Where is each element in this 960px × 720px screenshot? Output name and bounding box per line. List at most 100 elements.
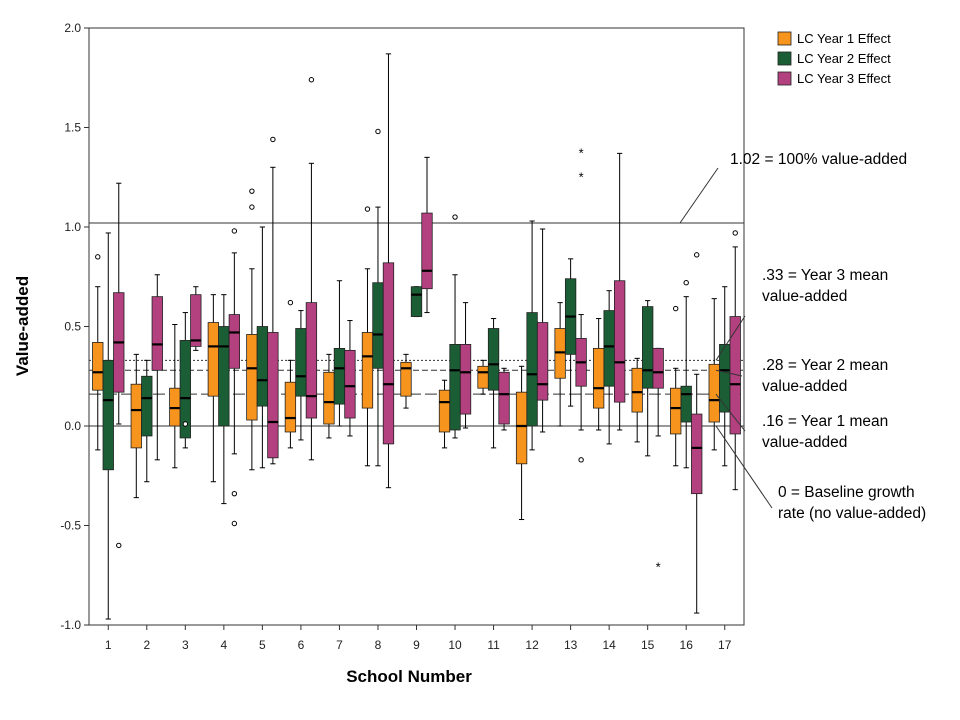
annotation-line: .28 = Year 2 mean xyxy=(762,357,888,374)
x-tick-label-12: 13 xyxy=(564,638,578,652)
box-1-school-8 xyxy=(361,206,374,467)
box-3-school-15: * xyxy=(652,347,664,574)
box-2-school-16 xyxy=(680,280,692,469)
box-3-school-5 xyxy=(267,136,279,465)
box-body xyxy=(459,344,472,415)
extreme-point-1: * xyxy=(579,145,584,160)
box-body xyxy=(438,389,451,433)
legend: LC Year 1 Effect LC Year 2 Effect LC Year … xyxy=(777,31,891,86)
box-body xyxy=(536,322,549,401)
box-1-school-2 xyxy=(130,353,142,499)
box-body xyxy=(361,332,374,409)
reference-annotations: 1.02 = 100% value-added .33 = Year 3 mean… xyxy=(679,151,926,522)
box-2-school-2 xyxy=(141,359,153,483)
box-1-school-15 xyxy=(631,357,643,443)
box-1-school-3 xyxy=(169,324,181,469)
outlier-point-0 xyxy=(287,299,294,306)
box-body xyxy=(719,344,731,413)
box-body xyxy=(256,326,269,407)
outlier-point-0 xyxy=(231,228,238,234)
box-2-school-1 xyxy=(102,232,114,620)
y-tick-label-0: 2.0 xyxy=(64,21,81,35)
box-3-school-4 xyxy=(228,228,241,527)
box-body xyxy=(400,361,412,397)
box-body xyxy=(179,340,191,439)
box-body xyxy=(190,294,202,347)
box-body xyxy=(592,347,605,409)
outlier-point-0 xyxy=(578,457,584,463)
box-body xyxy=(102,359,114,471)
extreme-point-0: * xyxy=(579,169,584,184)
outlier-point-0 xyxy=(95,254,101,260)
box-body xyxy=(382,262,395,445)
box-3-school-3 xyxy=(190,286,202,351)
box-body xyxy=(449,344,461,431)
box-body xyxy=(515,391,528,465)
annotation-line: value-added xyxy=(762,288,847,305)
x-tick-label-15: 16 xyxy=(680,638,694,652)
x-tick-label-9: 10 xyxy=(448,638,462,652)
x-tick-label-8: 9 xyxy=(413,638,420,652)
annotation-line: rate (no value-added) xyxy=(778,505,926,522)
box-1-school-4 xyxy=(207,294,220,483)
x-tick-label-5: 6 xyxy=(298,638,305,652)
outlier-point-0 xyxy=(270,136,276,143)
outlier-point-2 xyxy=(231,520,238,527)
box-2-school-14 xyxy=(603,290,615,445)
box-3-school-17 xyxy=(729,230,741,491)
legend-swatch-1 xyxy=(777,51,792,66)
box-3-school-16 xyxy=(691,252,703,614)
y-tick-label-5: -0.5 xyxy=(60,519,81,533)
box-body xyxy=(603,310,615,387)
x-axis-title: School Number xyxy=(346,667,472,686)
box-1-school-1 xyxy=(92,254,104,451)
x-tick-label-16: 17 xyxy=(718,638,732,652)
box-2-school-8 xyxy=(372,128,384,467)
annotation-connector-4 xyxy=(715,425,773,509)
annotation-line: 0 = Baseline growth xyxy=(778,484,915,501)
box-body xyxy=(141,375,153,437)
annotation-connector-0 xyxy=(679,167,719,224)
x-tick-label-3: 4 xyxy=(221,638,228,652)
box-2-school-7 xyxy=(333,280,346,427)
box-body xyxy=(267,332,279,459)
annotation-connector-2 xyxy=(715,369,743,377)
box-1-school-17 xyxy=(708,298,720,451)
outlier-point-1 xyxy=(231,490,238,497)
box-body xyxy=(691,413,703,495)
outlier-point-0 xyxy=(364,206,371,212)
box-2-school-9 xyxy=(410,286,423,318)
box-groups: * * * xyxy=(92,53,741,620)
annotation-line: .33 = Year 3 mean xyxy=(762,267,888,284)
x-tick-label-7: 8 xyxy=(375,638,382,652)
box-1-school-6 xyxy=(284,299,297,449)
annotation-line: value-added xyxy=(762,378,847,395)
box-body xyxy=(218,326,230,427)
annotation-label-1: .33 = Year 3 mean value-added xyxy=(762,267,888,305)
x-tick-label-10: 11 xyxy=(487,638,500,652)
box-body xyxy=(652,347,664,389)
box-body xyxy=(284,381,297,433)
box-3-school-11 xyxy=(498,367,510,431)
box-3-school-12 xyxy=(536,228,549,433)
box-3-school-1 xyxy=(113,182,125,549)
box-body xyxy=(295,328,307,397)
legend-label-0: LC Year 1 Effect xyxy=(797,31,891,46)
annotation-label-0: 1.02 = 100% value-added xyxy=(730,151,907,168)
outlier-point-0 xyxy=(182,421,189,427)
annotation-label-4: 0 = Baseline growth rate (no value-added) xyxy=(778,484,926,522)
legend-label-2: LC Year 3 Effect xyxy=(797,71,891,86)
y-tick-label-6: -1.0 xyxy=(60,618,81,632)
box-body xyxy=(92,342,104,391)
y-tick-label-3: 0.5 xyxy=(64,320,81,334)
box-body xyxy=(344,349,356,419)
y-tick-label-4: 0.0 xyxy=(64,419,81,433)
box-1-school-14 xyxy=(592,318,605,431)
box-body xyxy=(323,371,335,425)
box-1-school-16 xyxy=(670,305,682,467)
box-2-school-11 xyxy=(487,318,500,449)
box-2-school-10 xyxy=(449,214,461,439)
box-body xyxy=(526,312,538,427)
box-3-school-8 xyxy=(382,53,395,489)
